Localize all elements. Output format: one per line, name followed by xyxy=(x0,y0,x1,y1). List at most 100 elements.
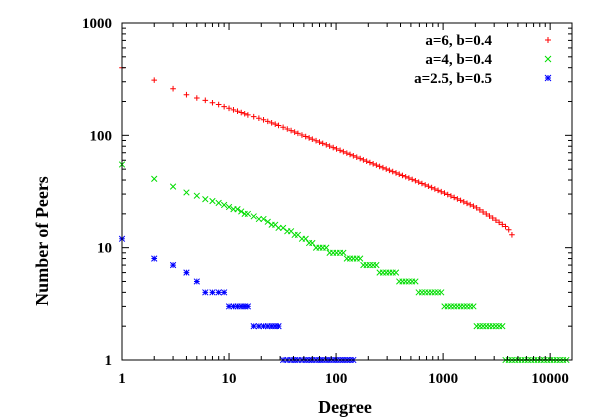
data-point xyxy=(373,162,380,168)
data-point xyxy=(202,196,209,203)
data-point xyxy=(373,261,380,269)
data-point xyxy=(245,112,251,118)
legend-marker xyxy=(544,74,552,82)
series-2 xyxy=(118,161,570,364)
plot-frame xyxy=(121,22,573,361)
data-point xyxy=(406,175,412,181)
data-point xyxy=(250,213,257,220)
data-point xyxy=(225,203,233,211)
data-point xyxy=(350,152,357,159)
data-point xyxy=(268,323,275,330)
data-point xyxy=(409,176,415,183)
data-point xyxy=(383,269,390,276)
data-point xyxy=(393,170,399,176)
data-point xyxy=(284,126,291,132)
data-point xyxy=(470,303,477,310)
y-tick-label: 1000 xyxy=(82,16,112,32)
data-point xyxy=(202,97,209,104)
data-point xyxy=(202,289,209,296)
data-point xyxy=(347,151,353,158)
x-tick-label: 10000 xyxy=(531,371,569,387)
data-point xyxy=(244,303,252,310)
data-point xyxy=(221,103,227,110)
data-point xyxy=(220,201,228,209)
data-point xyxy=(183,189,190,196)
data-point xyxy=(357,155,363,162)
data-point xyxy=(505,226,512,233)
data-point xyxy=(489,215,496,221)
data-point xyxy=(370,161,376,167)
data-point xyxy=(344,150,350,156)
data-point xyxy=(363,158,370,165)
data-point xyxy=(389,168,396,175)
data-point xyxy=(275,323,282,330)
data-point xyxy=(272,121,279,127)
data-point xyxy=(457,303,464,310)
data-point xyxy=(241,210,248,218)
data-point xyxy=(353,154,360,160)
legend-marker xyxy=(545,37,551,43)
x-tick-label: 1000 xyxy=(428,371,458,387)
data-point xyxy=(302,235,309,242)
data-point xyxy=(457,197,464,204)
legend-label: a=6, b=0.4 xyxy=(425,33,492,49)
data-point xyxy=(477,207,483,213)
data-point xyxy=(454,303,461,310)
data-point xyxy=(260,116,267,123)
data-point xyxy=(169,261,177,269)
data-point xyxy=(386,167,393,174)
data-point xyxy=(333,146,340,152)
data-point xyxy=(238,303,245,310)
data-point xyxy=(337,147,343,154)
data-point xyxy=(241,110,248,117)
data-point xyxy=(256,115,262,122)
data-point xyxy=(250,113,257,120)
data-point xyxy=(496,219,502,226)
data-point xyxy=(483,323,490,330)
data-point xyxy=(260,215,267,223)
data-point xyxy=(319,140,326,147)
data-point xyxy=(151,175,158,182)
data-point xyxy=(326,143,333,149)
data-point xyxy=(383,166,390,172)
data-point xyxy=(226,105,232,112)
data-point xyxy=(454,196,461,202)
data-point xyxy=(241,303,248,310)
data-point xyxy=(215,289,222,296)
data-point xyxy=(493,217,499,223)
series-1 xyxy=(119,64,515,238)
data-point xyxy=(255,215,263,223)
data-point xyxy=(425,289,432,296)
data-point xyxy=(340,148,347,155)
data-point xyxy=(215,101,222,108)
legend: a=6, b=0.4 a=4, b=0.4 a=2.5, b=0.5 xyxy=(414,33,552,87)
data-point xyxy=(291,129,298,135)
data-point xyxy=(255,323,263,330)
data-point xyxy=(299,132,305,138)
data-point xyxy=(480,209,486,215)
data-point xyxy=(220,289,228,296)
y-tick-label: 100 xyxy=(90,128,113,144)
data-point xyxy=(234,303,241,310)
data-point xyxy=(193,192,200,199)
data-point xyxy=(438,188,445,195)
data-point xyxy=(499,221,506,228)
data-point xyxy=(435,187,441,194)
data-point xyxy=(264,218,271,225)
data-point xyxy=(367,159,373,166)
data-point xyxy=(486,323,493,330)
data-point xyxy=(509,231,515,238)
data-point xyxy=(444,191,451,198)
data-point xyxy=(193,278,200,285)
data-point xyxy=(432,186,438,192)
data-point xyxy=(451,194,457,201)
data-point xyxy=(268,120,275,126)
data-point xyxy=(230,107,237,113)
data-point xyxy=(272,323,279,330)
data-point xyxy=(194,95,200,101)
legend-label: a=2.5, b=0.5 xyxy=(414,71,492,87)
x-tick-label: 100 xyxy=(325,371,348,387)
data-point xyxy=(470,203,477,209)
data-point xyxy=(438,289,445,296)
